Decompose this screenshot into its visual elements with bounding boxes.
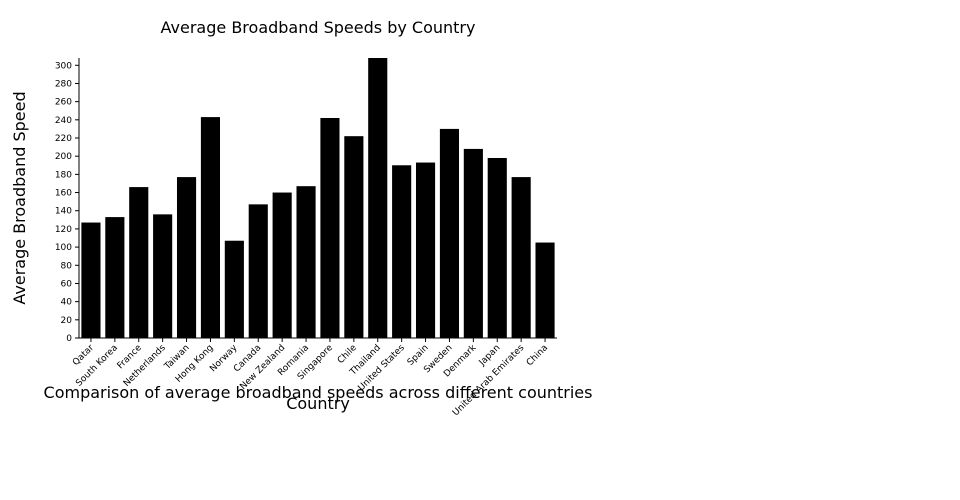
bar bbox=[81, 222, 101, 338]
bar bbox=[320, 118, 340, 338]
chart-title: Average Broadband Speeds by Country bbox=[161, 18, 476, 37]
bar bbox=[439, 128, 460, 338]
y-tick-label: 40 bbox=[61, 298, 73, 308]
bar bbox=[224, 240, 244, 338]
y-tick-label: 160 bbox=[55, 189, 72, 199]
y-tick-label: 220 bbox=[55, 134, 72, 144]
y-tick-label: 200 bbox=[55, 152, 72, 162]
y-tick-label: 80 bbox=[61, 261, 73, 271]
bar bbox=[415, 162, 436, 338]
y-tick-label: 0 bbox=[66, 334, 72, 344]
y-tick-label: 100 bbox=[55, 243, 72, 253]
x-axis-label: Country bbox=[286, 394, 350, 413]
y-tick-label: 300 bbox=[55, 61, 72, 71]
bar bbox=[463, 148, 483, 338]
bar bbox=[248, 204, 268, 338]
bar bbox=[105, 217, 125, 338]
y-tick-label: 260 bbox=[55, 98, 72, 108]
y-tick-label: 180 bbox=[55, 170, 72, 180]
y-tick-label: 240 bbox=[55, 116, 72, 126]
y-tick-label: 20 bbox=[61, 316, 73, 326]
chart-subtitle: Comparison of average broadband speeds a… bbox=[44, 383, 593, 402]
y-tick-label: 120 bbox=[55, 225, 72, 235]
y-axis-label: Average Broadband Speed bbox=[10, 91, 29, 304]
bar bbox=[272, 192, 292, 338]
bar bbox=[511, 177, 531, 338]
y-tick-label: 280 bbox=[55, 79, 72, 89]
bar bbox=[176, 177, 197, 338]
bar bbox=[368, 58, 388, 338]
bar bbox=[392, 165, 412, 338]
y-tick-label: 60 bbox=[61, 279, 73, 289]
bar bbox=[296, 186, 316, 338]
bar bbox=[487, 158, 507, 338]
bar bbox=[153, 214, 173, 338]
bar bbox=[344, 136, 364, 338]
y-tick-label: 140 bbox=[55, 207, 72, 217]
x-tick-label: China bbox=[525, 343, 550, 368]
bar bbox=[129, 187, 149, 338]
bar bbox=[535, 242, 555, 338]
bar bbox=[200, 117, 221, 338]
